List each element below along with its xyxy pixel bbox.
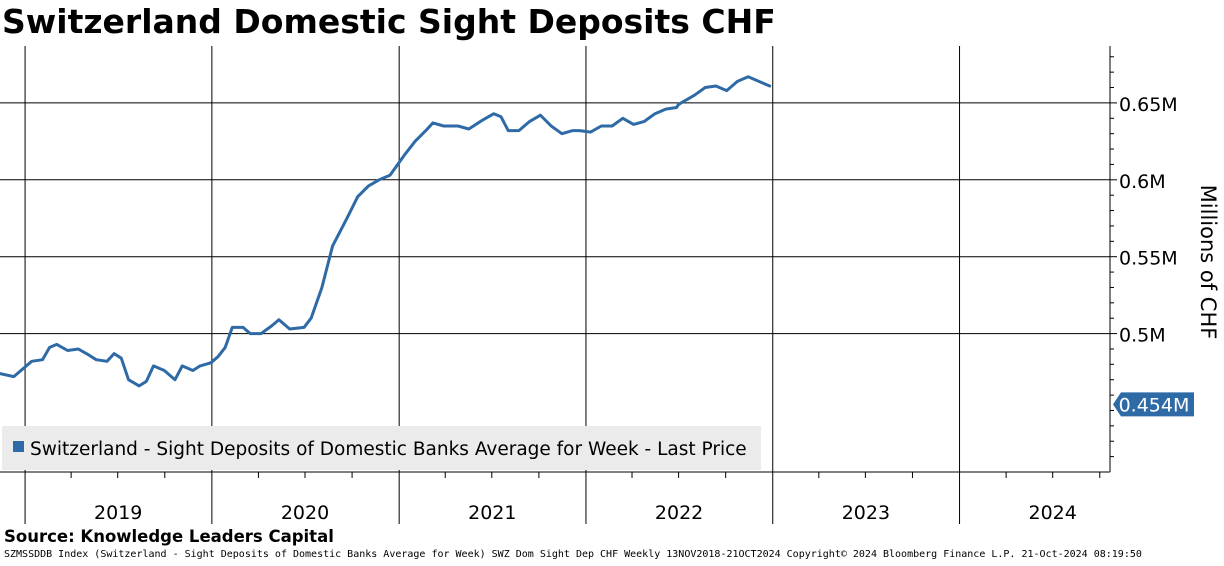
legend-box	[2, 426, 761, 470]
y-tick-label: 0.5M	[1119, 325, 1166, 347]
x-tick-label: 2022	[655, 502, 703, 524]
y-tick-label: 0.6M	[1119, 171, 1166, 193]
series-layer	[0, 75, 772, 388]
legend-layer: Switzerland - Sight Deposits of Domestic…	[2, 426, 761, 470]
last-value-tag	[1113, 392, 1194, 417]
grid-layer	[0, 46, 1110, 524]
x-tick-label: 2021	[468, 502, 516, 524]
axis-layer: 0.5M 0.55M 0.6M 0.65M 2019 2020 2021 2022 2023 20…	[0, 46, 1220, 524]
y-axis-title: Millions of CHF	[1196, 185, 1220, 340]
legend-swatch	[13, 441, 24, 452]
label-layer: 0.454M	[1113, 392, 1194, 417]
x-tick-label: 2020	[281, 502, 329, 524]
x-tick-label: 2023	[842, 502, 890, 524]
y-tick-label: 0.55M	[1119, 248, 1178, 270]
last-value-label: 0.454M	[1119, 394, 1190, 416]
x-tick-label: 2019	[94, 502, 142, 524]
y-tick-label: 0.65M	[1119, 94, 1178, 116]
series-line	[0, 75, 772, 388]
legend-label: Switzerland - Sight Deposits of Domestic…	[30, 439, 747, 460]
footer-note: SZMSSDDB Index (Switzerland - Sight Depo…	[4, 549, 1142, 560]
source-note: Source: Knowledge Leaders Capital	[4, 527, 334, 546]
chart-title: Switzerland Domestic Sight Deposits CHF	[2, 2, 776, 41]
x-tick-label: 2024	[1029, 502, 1077, 524]
